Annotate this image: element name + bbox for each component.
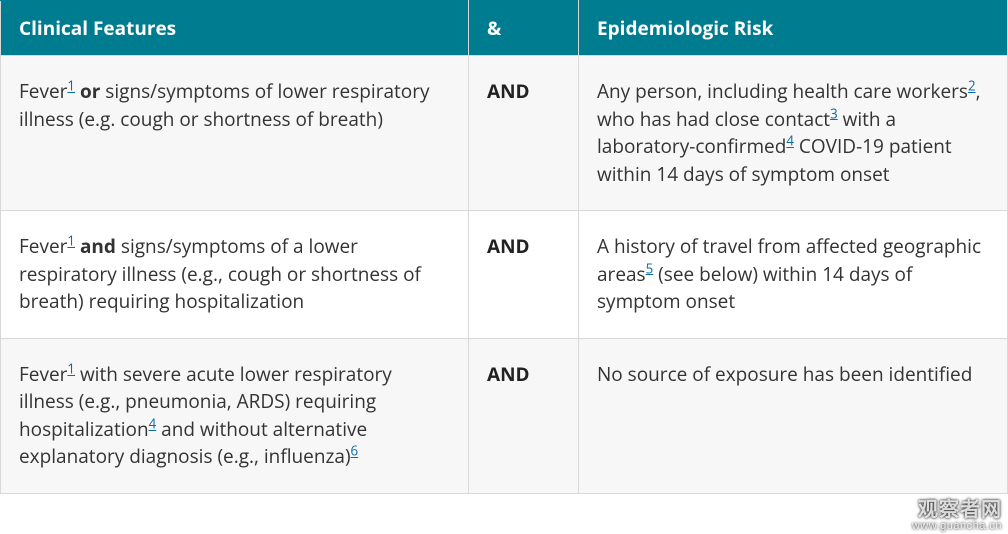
clinical-bold: or	[80, 78, 100, 104]
operator-cell: AND	[469, 338, 579, 493]
watermark-url: www.guancha.cn	[912, 520, 1002, 532]
epidemiologic-risk-cell: No source of exposure has been identifie…	[579, 338, 1008, 493]
clinical-features-cell: Fever1 with severe acute lower respirato…	[1, 338, 469, 493]
footnote-link-1[interactable]: 1	[67, 77, 75, 95]
footnote-link-1[interactable]: 1	[67, 232, 75, 250]
footnote-link-3[interactable]: 3	[830, 104, 838, 122]
clinical-text: Fever	[19, 361, 67, 387]
header-ampersand: &	[469, 1, 579, 56]
watermark-text: 观察者网	[912, 493, 1002, 522]
footnote-link-4[interactable]: 4	[786, 132, 794, 150]
epidemiologic-risk-cell: A history of travel from affected geogra…	[579, 211, 1008, 339]
table-row: Fever1 and signs/symptoms of a lower res…	[1, 211, 1008, 339]
footnote-link-2[interactable]: 2	[968, 77, 976, 95]
operator-cell: AND	[469, 211, 579, 339]
table-row: Fever1 or signs/symptoms of lower respir…	[1, 56, 1008, 211]
epidemiologic-risk-cell: Any person, including health care worker…	[579, 56, 1008, 211]
header-epidemiologic-risk: Epidemiologic Risk	[579, 1, 1008, 56]
epi-text: Any person, including health care worker…	[597, 78, 968, 104]
footnote-link-1[interactable]: 1	[67, 360, 75, 378]
footnote-link-6[interactable]: 6	[351, 442, 359, 460]
epi-text: No source of exposure has been identifie…	[597, 361, 972, 387]
watermark: 观察者网 www.guancha.cn	[912, 493, 1002, 532]
operator-cell: AND	[469, 56, 579, 211]
clinical-text: Fever	[19, 233, 67, 259]
clinical-text: Fever	[19, 78, 67, 104]
criteria-tbody: Fever1 or signs/symptoms of lower respir…	[1, 56, 1008, 494]
clinical-features-cell: Fever1 and signs/symptoms of a lower res…	[1, 211, 469, 339]
header-row: Clinical Features & Epidemiologic Risk	[1, 1, 1008, 56]
header-clinical-features: Clinical Features	[1, 1, 469, 56]
table-row: Fever1 with severe acute lower respirato…	[1, 338, 1008, 493]
clinical-features-cell: Fever1 or signs/symptoms of lower respir…	[1, 56, 469, 211]
clinical-bold: and	[80, 233, 116, 259]
criteria-table: Clinical Features & Epidemiologic Risk F…	[0, 0, 1008, 494]
